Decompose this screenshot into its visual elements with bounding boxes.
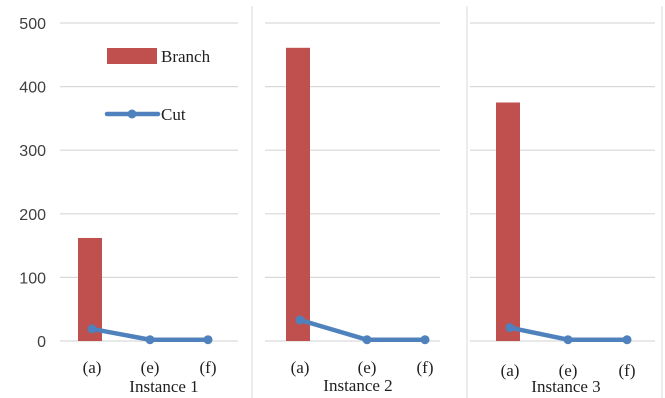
panel-separators [251, 6, 663, 398]
cut-point [362, 335, 372, 345]
legend-cut-label: Cut [161, 105, 186, 124]
x-tick-labels: (a) (e) (f) (a) (e) (f) (a) (e) (f) [83, 358, 636, 380]
x-tick-label: (a) [501, 361, 520, 380]
panel-title: Instance 2 [323, 376, 392, 395]
legend-cut-marker [127, 109, 137, 119]
branch-bar [78, 237, 102, 341]
x-tick-label: (f) [619, 361, 636, 380]
y-tick-label: 500 [19, 16, 46, 33]
branch-bar [496, 102, 520, 341]
cut-point [505, 323, 515, 333]
cut-point [563, 335, 573, 345]
cut-point [622, 335, 632, 345]
x-tick-label: (e) [141, 358, 160, 377]
x-tick-label: (e) [358, 358, 377, 377]
y-tick-label: 200 [19, 207, 46, 224]
cut-point [145, 335, 155, 345]
panel-titles: Instance 1 Instance 2 Instance 3 [129, 376, 600, 396]
x-tick-label: (f) [200, 358, 217, 377]
cut-point [203, 335, 213, 345]
branch-bar [286, 47, 310, 341]
y-tick-label: 300 [19, 143, 46, 160]
x-tick-label: (a) [291, 358, 310, 377]
x-tick-label: (e) [559, 361, 578, 380]
legend: Branch Cut [104, 47, 211, 124]
cut-point [295, 315, 305, 325]
panel-title: Instance 3 [531, 377, 600, 396]
y-tick-labels: 0 100 200 300 400 500 [19, 16, 46, 351]
y-tick-label: 0 [37, 334, 46, 351]
branch-bars [78, 47, 520, 341]
cut-line [297, 317, 428, 342]
y-tick-label: 100 [19, 270, 46, 287]
panel-title: Instance 1 [129, 377, 198, 396]
legend-branch-swatch [107, 48, 157, 64]
y-tick-label: 400 [19, 80, 46, 97]
gridlines [60, 22, 655, 342]
cut-point [87, 324, 97, 334]
x-tick-label: (a) [83, 358, 102, 377]
x-tick-label: (f) [417, 358, 434, 377]
legend-branch-label: Branch [161, 47, 211, 66]
cut-lines [87, 315, 632, 345]
cut-point [420, 335, 430, 345]
